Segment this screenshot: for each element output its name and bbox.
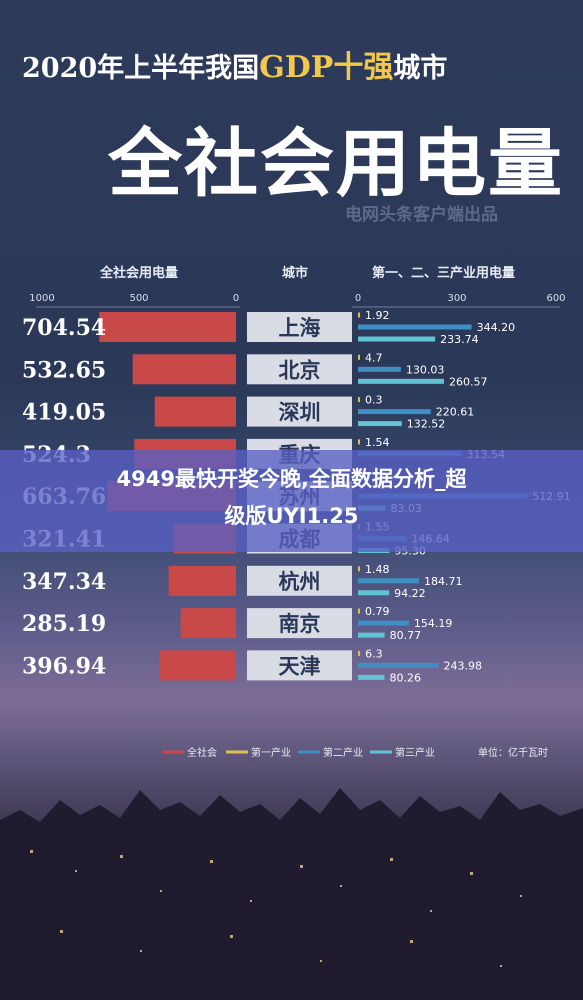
total-value-label: 396.94 bbox=[22, 653, 106, 679]
industry-value-label: 1.54 bbox=[365, 436, 390, 449]
industry-value-label: 130.03 bbox=[406, 363, 445, 376]
industry-value-label: 184.71 bbox=[424, 575, 463, 588]
city-label: 北京 bbox=[279, 357, 321, 382]
left-axis-tick: 1000 bbox=[29, 293, 54, 304]
industry-bar bbox=[358, 324, 472, 330]
industry-value-label: 154.19 bbox=[414, 617, 453, 630]
industry-value-label: 344.20 bbox=[477, 321, 516, 334]
industry-value-label: 132.52 bbox=[407, 418, 446, 431]
industry-bar bbox=[358, 336, 436, 342]
total-bar bbox=[168, 565, 236, 596]
industry-bar bbox=[358, 566, 360, 572]
total-bar bbox=[158, 650, 236, 681]
legend-label: 全社会 bbox=[187, 746, 217, 759]
right-axis-tick: 300 bbox=[447, 293, 466, 304]
industry-value-label: 220.61 bbox=[436, 406, 475, 419]
total-bar bbox=[99, 312, 236, 342]
industry-bar bbox=[358, 632, 385, 638]
total-value-label: 347.34 bbox=[22, 569, 106, 595]
industry-bar bbox=[358, 409, 431, 415]
city-box bbox=[247, 565, 352, 596]
right-axis-tick: 600 bbox=[546, 293, 565, 304]
city-label: 天津 bbox=[279, 653, 321, 678]
city-box bbox=[247, 608, 352, 639]
industry-value-label: 6.3 bbox=[365, 647, 383, 660]
total-bar bbox=[132, 354, 236, 385]
left-axis-tick: 500 bbox=[129, 293, 148, 304]
unit-label: 单位：亿千瓦时 bbox=[478, 746, 548, 759]
industry-bar bbox=[358, 366, 401, 372]
total-value-label: 532.65 bbox=[22, 357, 106, 383]
legend-label: 第三产业 bbox=[395, 746, 435, 759]
title-suffix: 城市 bbox=[393, 53, 448, 84]
industry-bar bbox=[358, 650, 361, 656]
total-value-label: 704.54 bbox=[22, 315, 106, 341]
left-axis-tick: 0 bbox=[233, 293, 239, 304]
industry-value-label: 1.48 bbox=[365, 563, 390, 576]
overlay-caption: 4949最快开奖今晚,全面数据分析_超 级版UYI1.25 bbox=[0, 461, 583, 535]
overlay-line-1: 4949最快开奖今晚,全面数据分析_超 bbox=[116, 467, 467, 491]
city-box bbox=[247, 312, 352, 342]
industry-value-label: 243.98 bbox=[444, 659, 483, 672]
city-label: 南京 bbox=[279, 611, 321, 636]
right-column-header: 第一、二、三产业用电量 bbox=[372, 266, 516, 281]
industry-value-label: 0.79 bbox=[365, 605, 390, 618]
industry-bar bbox=[358, 674, 385, 680]
industry-bar bbox=[358, 439, 360, 445]
title-prefix: 2020年上半年我国 bbox=[22, 53, 260, 84]
industry-bar bbox=[358, 354, 360, 360]
city-box bbox=[247, 396, 352, 427]
industry-value-label: 260.57 bbox=[449, 375, 488, 388]
city-label: 上海 bbox=[279, 315, 321, 340]
industry-value-label: 233.74 bbox=[440, 333, 479, 346]
right-axis-tick: 0 bbox=[355, 293, 361, 304]
industry-value-label: 0.3 bbox=[365, 394, 383, 407]
industry-bar bbox=[358, 578, 419, 584]
title-line: 2020年上半年我国GDP十强城市 bbox=[22, 42, 447, 86]
industry-bar bbox=[358, 608, 360, 614]
industry-bar bbox=[358, 378, 444, 384]
left-column-header: 全社会用电量 bbox=[100, 266, 179, 281]
industry-bar bbox=[358, 421, 402, 427]
industry-bar bbox=[358, 312, 360, 318]
industry-value-label: 1.92 bbox=[365, 309, 390, 322]
overlay-line-2: 级版UYI1.25 bbox=[224, 504, 359, 528]
city-skyline-image bbox=[0, 788, 583, 1000]
industry-value-label: 4.7 bbox=[365, 351, 383, 364]
title-gdp: GDP十强 bbox=[259, 50, 394, 85]
overlay-banner bbox=[0, 450, 583, 552]
city-label: 深圳 bbox=[279, 400, 321, 425]
industry-value-label: 80.77 bbox=[390, 629, 422, 642]
total-bar bbox=[154, 396, 236, 427]
industry-bar bbox=[358, 620, 409, 626]
industry-bar bbox=[358, 590, 390, 596]
total-value-label: 285.19 bbox=[22, 611, 106, 637]
city-box bbox=[247, 354, 352, 385]
industry-value-label: 94.22 bbox=[394, 587, 426, 600]
city-box bbox=[247, 650, 352, 681]
legend-label: 第一产业 bbox=[251, 746, 291, 759]
industry-bar bbox=[358, 397, 360, 403]
main-title: 全社会用电量 bbox=[108, 121, 564, 207]
total-value-label: 419.05 bbox=[22, 400, 106, 426]
source-credit: 电网头条客户端出品 bbox=[345, 205, 498, 225]
total-bar bbox=[180, 608, 236, 639]
industry-value-label: 80.26 bbox=[389, 671, 421, 684]
middle-column-header: 城市 bbox=[282, 266, 309, 281]
industry-bar bbox=[358, 662, 439, 668]
legend-label: 第二产业 bbox=[323, 746, 363, 759]
city-label: 杭州 bbox=[279, 569, 321, 594]
